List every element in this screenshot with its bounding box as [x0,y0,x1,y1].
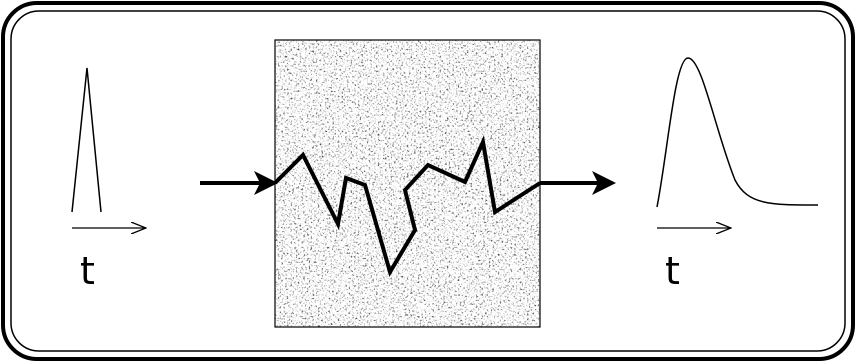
output-pulse [657,58,818,207]
scattering-medium [275,40,540,327]
diagram: t t [0,0,856,362]
input-pulse [72,68,101,212]
input-axis-label: t [80,249,95,293]
output-axis-label: t [665,249,680,293]
